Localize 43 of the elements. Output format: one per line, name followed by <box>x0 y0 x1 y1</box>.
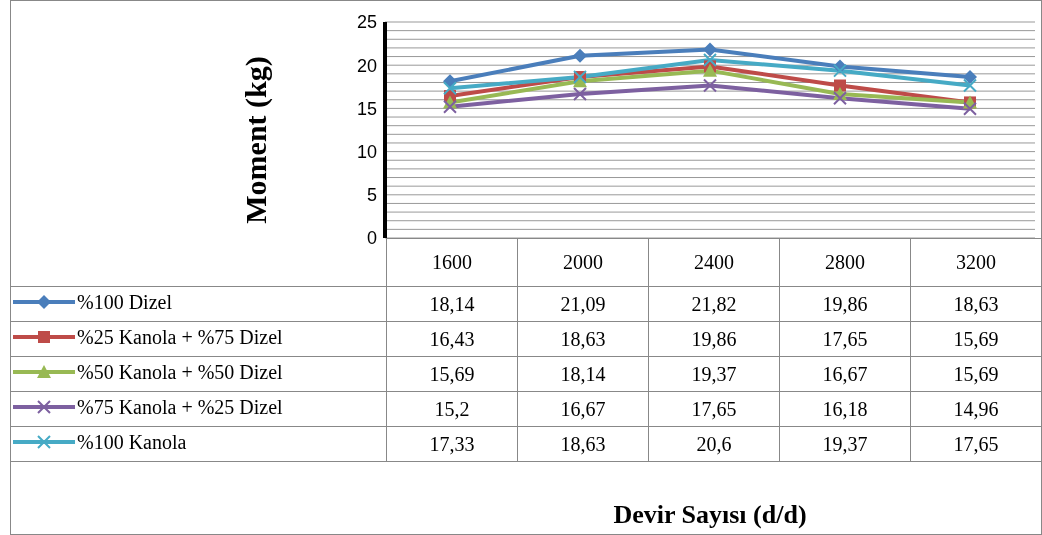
data-label: 16,67 <box>517 391 649 427</box>
y-tick-label: 5 <box>366 185 377 206</box>
data-label: 15,69 <box>386 356 518 392</box>
legend-label: %25 Kanola + %75 Dizel <box>77 325 283 349</box>
data-label: 17,65 <box>648 391 780 427</box>
data-label: 17,65 <box>910 426 1042 462</box>
legend-label: %100 Kanola <box>77 430 187 454</box>
data-label: 20,6 <box>648 426 780 462</box>
data-label: 18,63 <box>910 286 1042 322</box>
x-tick-label: 3200 <box>910 238 1042 287</box>
data-label: 18,63 <box>517 426 649 462</box>
data-label: 15,2 <box>386 391 518 427</box>
data-label: 18,14 <box>517 356 649 392</box>
data-label: 16,67 <box>779 356 911 392</box>
data-label: 17,65 <box>779 321 911 357</box>
x-tick-label: 2800 <box>779 238 911 287</box>
data-label: 17,33 <box>386 426 518 462</box>
data-label: 19,86 <box>779 286 911 322</box>
data-label: 18,63 <box>517 321 649 357</box>
data-label: 19,86 <box>648 321 780 357</box>
data-label: 21,82 <box>648 286 780 322</box>
x-tick-label: 2000 <box>517 238 649 287</box>
text: Devir Sayısı (d/d) <box>612 500 808 530</box>
data-label: 15,69 <box>910 321 1042 357</box>
y-tick-label: 15 <box>356 98 377 119</box>
legend-label: %75 Kanola + %25 Dizel <box>77 395 283 419</box>
y-tick-label: 10 <box>356 141 377 162</box>
x-tick-label: 1600 <box>386 238 518 287</box>
y-tick-label: 25 <box>356 12 377 33</box>
data-label: 14,96 <box>910 391 1042 427</box>
legend-label: %100 Dizel <box>77 290 172 314</box>
data-label: 15,69 <box>910 356 1042 392</box>
y-tick-label: 20 <box>356 55 377 76</box>
data-label: 18,14 <box>386 286 518 322</box>
x-tick-label: 2400 <box>648 238 780 287</box>
data-label: 21,09 <box>517 286 649 322</box>
data-label: 19,37 <box>648 356 780 392</box>
legend-label: %50 Kanola + %50 Dizel <box>77 360 283 384</box>
y-axis-title: Moment (kg) <box>239 56 273 224</box>
y-tick-label: 0 <box>366 228 377 249</box>
data-label: 16,43 <box>386 321 518 357</box>
data-label: 16,18 <box>779 391 911 427</box>
data-label: 19,37 <box>779 426 911 462</box>
